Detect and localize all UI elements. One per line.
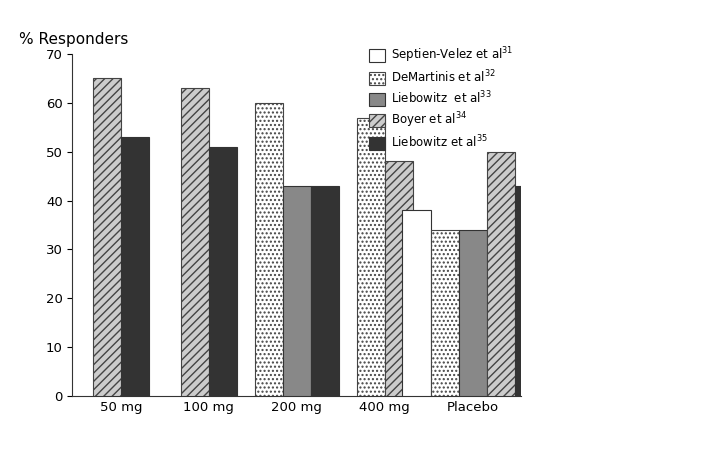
Legend: Septien-Velez et al$^{31}$, DeMartinis et al$^{32}$, Liebowitz  et al$^{33}$, Bo: Septien-Velez et al$^{31}$, DeMartinis e…	[367, 43, 515, 153]
Bar	[385, 162, 413, 396]
Bar	[209, 147, 237, 396]
Bar	[487, 152, 515, 396]
Bar	[357, 117, 385, 396]
Bar	[93, 78, 121, 396]
Bar	[431, 230, 459, 396]
Bar	[283, 186, 311, 396]
Bar	[255, 103, 283, 396]
Bar	[459, 230, 487, 396]
Bar	[181, 88, 209, 396]
Bar	[121, 137, 149, 396]
Bar	[311, 186, 339, 396]
Bar	[515, 186, 543, 396]
Bar	[403, 210, 431, 396]
Text: % Responders: % Responders	[19, 32, 128, 47]
